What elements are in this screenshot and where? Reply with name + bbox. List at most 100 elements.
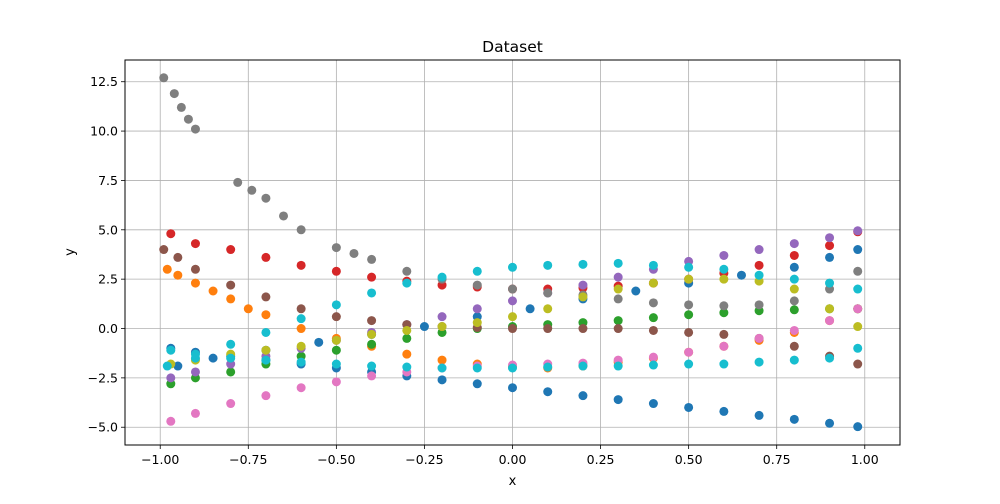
x-tick-label: 1.00 <box>851 452 879 467</box>
x-tick-label: 0.25 <box>587 452 615 467</box>
data-point <box>684 310 694 320</box>
data-point <box>648 260 658 270</box>
y-axis-label: y <box>63 248 78 256</box>
data-point <box>162 264 172 274</box>
data-point <box>719 359 729 369</box>
x-tick-label: −0.75 <box>229 452 267 467</box>
data-point <box>261 327 271 337</box>
x-tick-label: 0.50 <box>675 452 703 467</box>
data-point <box>419 322 429 332</box>
data-point <box>437 375 447 385</box>
data-point <box>226 399 236 409</box>
data-point <box>437 355 447 365</box>
data-point <box>789 305 799 315</box>
data-point <box>648 352 658 362</box>
data-point <box>226 353 236 363</box>
data-point <box>613 361 623 371</box>
data-point <box>648 399 658 409</box>
data-point <box>508 383 517 393</box>
data-point <box>367 371 377 381</box>
data-point <box>754 333 764 343</box>
data-point <box>437 363 447 373</box>
data-point <box>719 406 729 416</box>
data-point <box>719 329 729 339</box>
data-point <box>648 360 658 370</box>
data-point <box>853 266 863 276</box>
data-point <box>190 408 200 418</box>
data-point <box>684 347 694 357</box>
data-point <box>543 304 553 314</box>
data-point <box>648 298 658 308</box>
data-point <box>789 355 799 365</box>
data-point <box>684 262 694 272</box>
data-point <box>789 296 799 306</box>
data-point <box>472 266 482 276</box>
data-point <box>684 327 694 337</box>
data-point <box>853 343 863 353</box>
x-tick-label: −0.25 <box>405 452 443 467</box>
data-point <box>789 262 799 272</box>
data-point <box>190 239 200 249</box>
y-tick-label: 12.5 <box>90 74 118 89</box>
data-point <box>853 226 863 236</box>
data-point <box>367 339 377 349</box>
data-point <box>684 300 694 310</box>
data-point <box>190 278 200 288</box>
data-point <box>719 301 729 311</box>
data-point <box>789 341 799 351</box>
data-point <box>331 312 341 322</box>
x-tick-label: 0.75 <box>763 452 791 467</box>
data-point <box>613 395 623 405</box>
data-point <box>437 312 447 322</box>
x-tick-label: −1.00 <box>141 452 179 467</box>
data-point <box>508 363 517 373</box>
data-point <box>437 272 447 282</box>
data-point <box>543 260 553 270</box>
data-point <box>173 252 183 262</box>
data-point <box>190 264 200 274</box>
data-point <box>296 383 306 393</box>
y-tick-label: −2.5 <box>88 370 118 385</box>
data-point <box>853 322 863 332</box>
data-point <box>296 324 306 334</box>
data-point <box>261 391 271 401</box>
data-point <box>613 316 623 326</box>
x-axis-label: x <box>509 474 517 489</box>
data-point <box>296 304 306 314</box>
data-point <box>825 316 835 326</box>
data-point <box>243 304 253 314</box>
data-point <box>578 292 588 302</box>
data-point <box>296 341 306 351</box>
data-point <box>789 284 799 294</box>
data-point <box>684 402 694 412</box>
data-point <box>613 272 623 282</box>
data-point <box>578 391 588 401</box>
data-point <box>578 324 588 334</box>
data-point <box>508 324 517 334</box>
data-point <box>825 353 835 363</box>
data-point <box>166 229 176 239</box>
data-point <box>853 422 863 432</box>
data-point <box>789 250 799 260</box>
data-point <box>166 345 176 355</box>
data-point <box>402 349 412 359</box>
data-point <box>543 324 553 334</box>
data-point <box>261 292 271 302</box>
data-point <box>331 335 341 345</box>
data-point <box>508 284 517 294</box>
data-point <box>226 339 236 349</box>
data-point <box>331 243 341 253</box>
data-point <box>648 278 658 288</box>
data-point <box>789 414 799 424</box>
data-point <box>166 416 176 426</box>
data-point <box>367 272 377 282</box>
data-point <box>261 310 271 320</box>
data-point <box>754 410 764 420</box>
data-point <box>825 252 835 262</box>
data-point <box>472 318 482 328</box>
data-point <box>578 259 588 269</box>
data-point <box>719 274 729 284</box>
data-point <box>226 280 236 290</box>
data-point <box>543 362 553 372</box>
